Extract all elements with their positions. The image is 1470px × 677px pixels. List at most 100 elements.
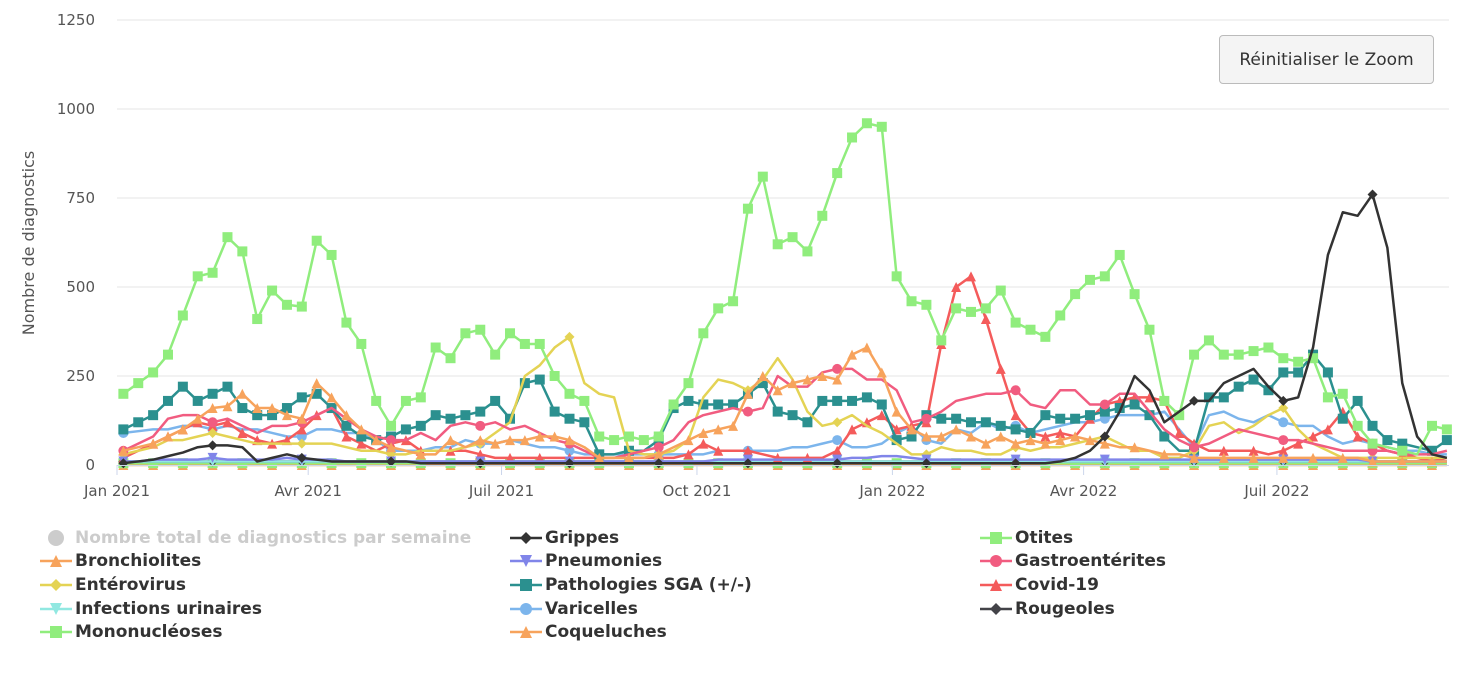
data-point[interactable] <box>1367 189 1378 200</box>
data-point[interactable] <box>237 246 248 257</box>
data-point[interactable] <box>326 249 337 260</box>
data-point[interactable] <box>1040 438 1051 449</box>
data-point[interactable] <box>1055 435 1066 446</box>
data-point[interactable] <box>832 395 843 406</box>
data-point[interactable] <box>341 410 352 421</box>
data-point[interactable] <box>1367 456 1378 467</box>
data-point[interactable] <box>1367 420 1378 431</box>
data-point[interactable] <box>1099 399 1110 410</box>
data-point[interactable] <box>386 442 397 453</box>
data-point[interactable] <box>1263 342 1274 353</box>
data-point[interactable] <box>356 438 367 449</box>
data-point[interactable] <box>980 303 991 314</box>
data-point[interactable] <box>1248 458 1259 469</box>
data-point[interactable] <box>519 338 530 349</box>
data-point[interactable] <box>995 285 1006 296</box>
data-point[interactable] <box>832 435 843 446</box>
data-point[interactable] <box>757 378 768 389</box>
data-point[interactable] <box>1218 458 1229 469</box>
data-point[interactable] <box>1010 410 1021 421</box>
data-point[interactable] <box>326 392 337 403</box>
data-point[interactable] <box>356 431 367 442</box>
data-point[interactable] <box>1441 435 1452 446</box>
data-point[interactable] <box>1099 454 1110 465</box>
data-point[interactable] <box>237 388 248 399</box>
data-point[interactable] <box>817 371 828 381</box>
data-point[interactable] <box>921 413 932 424</box>
data-point[interactable] <box>1010 438 1021 449</box>
data-point[interactable] <box>192 271 203 282</box>
data-point[interactable] <box>1055 310 1066 321</box>
data-point[interactable] <box>341 420 352 431</box>
data-point[interactable] <box>1218 392 1229 403</box>
data-point[interactable] <box>296 452 307 463</box>
data-point[interactable] <box>802 246 813 257</box>
data-point[interactable] <box>966 417 977 428</box>
data-point[interactable] <box>653 431 664 442</box>
data-point[interactable] <box>162 431 173 442</box>
data-point[interactable] <box>713 445 724 456</box>
data-point[interactable] <box>267 410 278 421</box>
data-point[interactable] <box>475 406 486 417</box>
data-point[interactable] <box>549 371 560 381</box>
data-point[interactable] <box>386 420 397 431</box>
data-point[interactable] <box>311 235 322 246</box>
legend-item-varicelles[interactable]: Varicelles <box>510 597 638 620</box>
data-point[interactable] <box>609 435 620 446</box>
data-point[interactable] <box>1233 381 1244 392</box>
data-point[interactable] <box>311 378 322 389</box>
data-point[interactable] <box>1084 274 1095 285</box>
data-point[interactable] <box>475 324 486 335</box>
data-point[interactable] <box>728 420 739 431</box>
data-point[interactable] <box>1040 331 1051 342</box>
data-point[interactable] <box>296 438 307 449</box>
data-point[interactable] <box>386 456 397 467</box>
data-point[interactable] <box>832 445 843 456</box>
data-point[interactable] <box>311 388 322 399</box>
legend-item-pathologies-sga-[interactable]: Pathologies SGA (+/-) <box>510 573 752 596</box>
data-point[interactable] <box>906 431 917 442</box>
data-point[interactable] <box>281 410 292 421</box>
data-point[interactable] <box>281 299 292 310</box>
data-point[interactable] <box>951 303 962 314</box>
data-point[interactable] <box>1070 289 1081 300</box>
data-point[interactable] <box>802 374 813 385</box>
data-point[interactable] <box>1352 395 1363 406</box>
data-point[interactable] <box>207 417 218 428</box>
series-bronchiolites[interactable] <box>118 342 1447 467</box>
data-point[interactable] <box>966 431 977 442</box>
data-point[interactable] <box>519 435 530 446</box>
data-point[interactable] <box>519 378 530 389</box>
data-point[interactable] <box>1293 356 1304 367</box>
data-point[interactable] <box>400 395 411 406</box>
data-point[interactable] <box>1263 385 1274 396</box>
data-point[interactable] <box>386 435 397 446</box>
data-point[interactable] <box>356 338 367 349</box>
data-point[interactable] <box>192 395 203 406</box>
data-point[interactable] <box>951 424 962 435</box>
data-point[interactable] <box>1441 424 1452 435</box>
data-point[interactable] <box>207 267 218 278</box>
data-point[interactable] <box>237 403 248 414</box>
data-point[interactable] <box>1278 367 1289 378</box>
data-point[interactable] <box>876 121 887 132</box>
data-point[interactable] <box>876 410 887 421</box>
data-point[interactable] <box>891 271 902 282</box>
data-point[interactable] <box>1322 424 1333 435</box>
data-point[interactable] <box>296 301 307 312</box>
data-point[interactable] <box>698 328 709 339</box>
data-point[interactable] <box>1322 367 1333 378</box>
data-point[interactable] <box>1278 395 1289 406</box>
data-point[interactable] <box>118 388 129 399</box>
data-point[interactable] <box>534 431 545 442</box>
legend-item-pneumonies[interactable]: Pneumonies <box>510 550 662 573</box>
data-point[interactable] <box>1010 424 1021 435</box>
data-point[interactable] <box>1070 413 1081 424</box>
data-point[interactable] <box>1382 435 1393 446</box>
data-point[interactable] <box>430 342 441 353</box>
data-point[interactable] <box>356 458 367 469</box>
data-point[interactable] <box>787 378 798 389</box>
data-point[interactable] <box>966 271 977 282</box>
data-point[interactable] <box>802 417 813 428</box>
data-point[interactable] <box>876 399 887 410</box>
